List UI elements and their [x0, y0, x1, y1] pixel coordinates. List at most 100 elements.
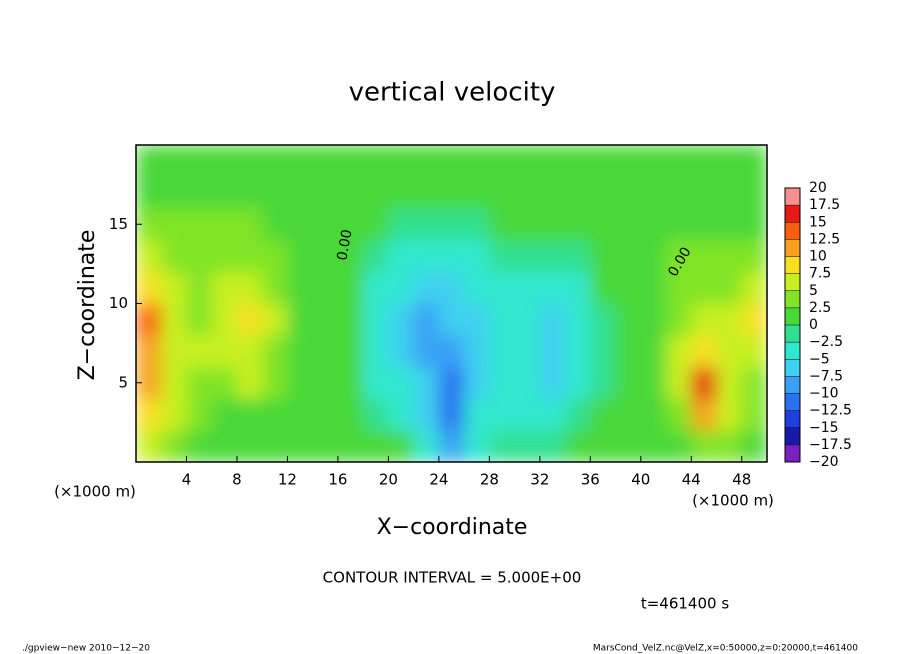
field-cell: [337, 335, 364, 368]
colorbar-label: 0: [809, 317, 818, 333]
field-cell: [236, 145, 263, 178]
field-cell: [464, 303, 490, 336]
field-cell: [136, 176, 162, 209]
field-cell: [489, 303, 516, 336]
field-cell: [438, 398, 465, 431]
field-cell: [666, 366, 692, 400]
x-tick-label: 48: [732, 471, 751, 489]
field-cell: [590, 176, 617, 209]
field-cell: [211, 430, 238, 462]
field-cell: [388, 430, 415, 462]
field-cell: [438, 176, 465, 209]
field-cell: [161, 176, 187, 209]
field-cell: [640, 335, 667, 368]
colorbar-swatch: [785, 325, 800, 343]
field-cell: [615, 208, 642, 241]
x-tick-label: 16: [328, 471, 347, 489]
colorbar-swatch: [785, 359, 800, 377]
field-cell: [211, 176, 238, 209]
field-cell: [489, 271, 516, 304]
field-cell: [666, 240, 692, 273]
x-tick-label: 24: [429, 471, 448, 489]
field-cell: [262, 366, 288, 400]
field-cell: [489, 430, 516, 462]
field-cell: [287, 430, 314, 462]
field-cell: [489, 398, 516, 431]
field-cell: [666, 271, 692, 304]
field-cell: [539, 430, 566, 462]
colorbar-label: 12.5: [809, 231, 840, 247]
field-cell: [615, 240, 642, 273]
field-cell: [312, 398, 339, 431]
field-cell: [337, 176, 364, 209]
x-tick-label: 44: [682, 471, 701, 489]
field-cell: [666, 208, 692, 241]
field-cell: [161, 271, 187, 304]
field-cell: [741, 271, 767, 304]
field-cell: [211, 335, 238, 368]
field-cell: [186, 176, 213, 209]
field-cell: [590, 240, 617, 273]
field-cell: [388, 366, 415, 400]
x-axis-label: X−coordinate: [377, 515, 528, 540]
field-cell: [640, 303, 667, 336]
field-cell: [236, 366, 263, 400]
field-cell: [136, 271, 162, 304]
field-cell: [287, 208, 314, 241]
field-cell: [388, 240, 415, 273]
field-cell: [716, 145, 743, 178]
x-tick-label: 40: [631, 471, 650, 489]
field-cell: [388, 176, 415, 209]
field-cell: [539, 176, 566, 209]
field-cell: [615, 335, 642, 368]
field-cell: [413, 240, 440, 273]
chart-title: vertical velocity: [349, 78, 556, 108]
field-cell: [489, 366, 516, 400]
field-cell: [741, 176, 767, 209]
colorbar-label: −2.5: [809, 334, 843, 350]
field-cell: [514, 335, 541, 368]
colorbar-label: 15: [809, 214, 827, 230]
field-cell: [438, 303, 465, 336]
field-cell: [287, 145, 314, 178]
field-cell: [464, 176, 490, 209]
field-cell: [565, 240, 591, 273]
field-cell: [337, 271, 364, 304]
field-cell: [565, 366, 591, 400]
field-cell: [186, 240, 213, 273]
field-cell: [438, 208, 465, 241]
x-tick-label: 8: [232, 471, 242, 489]
field-cell: [161, 398, 187, 431]
field-cell: [489, 145, 516, 178]
field-cell: [615, 366, 642, 400]
field-cell: [464, 430, 490, 462]
field-cell: [716, 366, 743, 400]
field-cell: [262, 335, 288, 368]
field-cell: [539, 208, 566, 241]
field-cell: [211, 303, 238, 336]
field-cell: [565, 145, 591, 178]
field-cell: [363, 398, 389, 431]
field-cell: [716, 335, 743, 368]
field-cell: [161, 240, 187, 273]
field-cells: [136, 145, 767, 462]
field-cell: [388, 398, 415, 431]
field-cell: [691, 335, 718, 368]
field-cell: [539, 398, 566, 431]
field-cell: [287, 335, 314, 368]
field-cell: [640, 240, 667, 273]
field-cell: [262, 176, 288, 209]
field-cell: [464, 271, 490, 304]
field-cell: [287, 176, 314, 209]
field-cell: [262, 303, 288, 336]
field-cell: [514, 430, 541, 462]
field-cell: [438, 145, 465, 178]
field-cell: [337, 145, 364, 178]
field-cell: [262, 208, 288, 241]
field-cell: [691, 430, 718, 462]
field-cell: [514, 271, 541, 304]
time-label: t=461400 s: [641, 595, 729, 613]
field-cell: [262, 240, 288, 273]
field-cell: [287, 398, 314, 431]
x-tick-label: 36: [581, 471, 600, 489]
